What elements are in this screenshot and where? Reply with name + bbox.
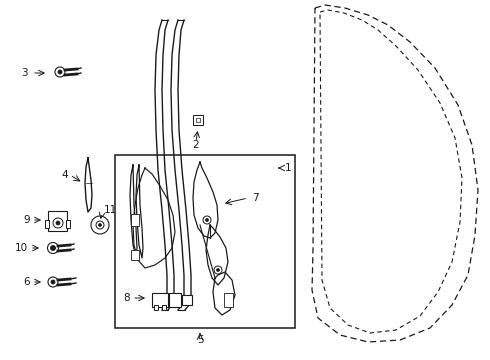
Text: 3: 3 — [22, 68, 28, 78]
Text: 1: 1 — [285, 163, 292, 173]
Bar — [196, 118, 200, 122]
Text: 7: 7 — [252, 193, 259, 203]
Circle shape — [203, 216, 211, 224]
Text: 8: 8 — [123, 293, 130, 303]
Text: 4: 4 — [61, 170, 68, 180]
Circle shape — [58, 70, 62, 74]
Bar — [223, 293, 232, 307]
Text: 2: 2 — [193, 140, 199, 150]
Text: 11: 11 — [104, 205, 117, 215]
Bar — [131, 250, 139, 260]
Bar — [255, 235, 265, 245]
Circle shape — [51, 280, 55, 284]
Circle shape — [50, 246, 55, 251]
Circle shape — [91, 216, 109, 234]
Bar — [162, 305, 166, 310]
Bar — [48, 211, 67, 231]
Circle shape — [56, 221, 60, 225]
Circle shape — [48, 277, 58, 287]
Text: 6: 6 — [24, 277, 30, 287]
Circle shape — [96, 221, 104, 229]
Bar — [152, 293, 168, 307]
Circle shape — [53, 218, 63, 228]
Circle shape — [217, 269, 220, 271]
Circle shape — [98, 224, 101, 226]
Bar — [193, 115, 203, 125]
Bar — [258, 238, 262, 242]
Circle shape — [214, 266, 222, 274]
Text: 10: 10 — [15, 243, 28, 253]
Circle shape — [205, 219, 209, 221]
Bar — [66, 220, 70, 228]
Text: 9: 9 — [24, 215, 30, 225]
Bar — [154, 305, 158, 310]
Bar — [131, 214, 139, 226]
Circle shape — [55, 67, 65, 77]
Bar — [169, 293, 181, 307]
Bar — [115, 155, 295, 328]
Text: 5: 5 — [196, 335, 203, 345]
Bar — [45, 220, 49, 228]
Circle shape — [48, 243, 58, 253]
Bar — [182, 295, 192, 305]
